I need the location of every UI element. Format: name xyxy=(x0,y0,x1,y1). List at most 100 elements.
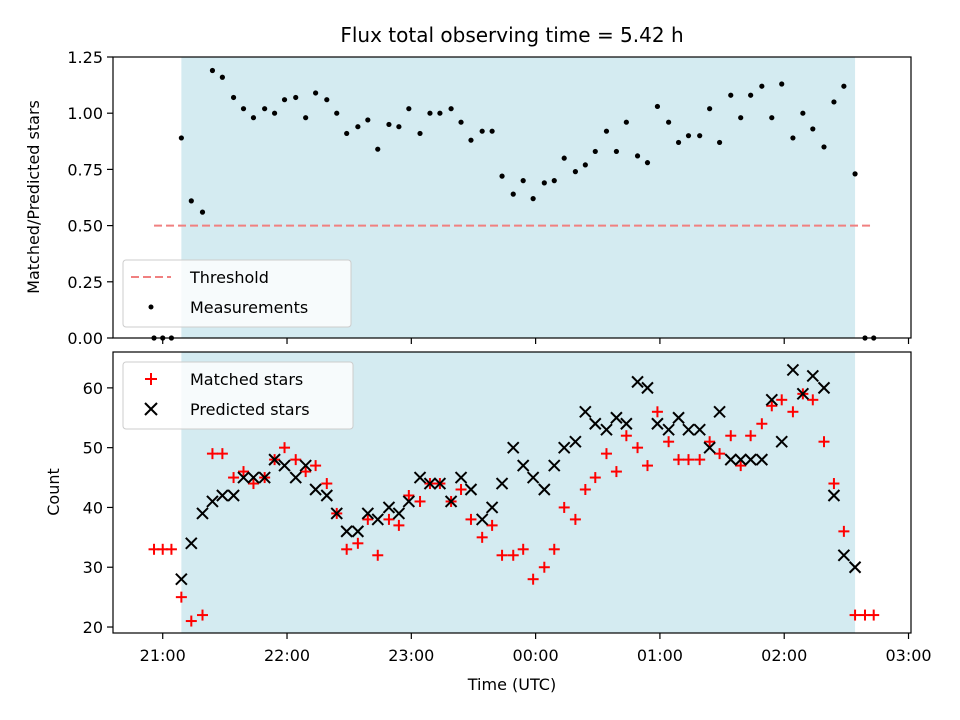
measurement-point xyxy=(355,124,361,130)
legend-matched-swatch xyxy=(145,373,157,385)
measurement-point xyxy=(250,115,257,121)
count-y-tick-label: 50 xyxy=(83,439,103,458)
matched-star-point xyxy=(600,448,612,460)
legend-predicted-label: Predicted stars xyxy=(190,400,310,419)
predicted-star-point xyxy=(641,381,654,395)
matched-star-point xyxy=(393,519,405,531)
matched-star-point xyxy=(476,531,488,543)
legend-measurements-swatch xyxy=(148,304,154,310)
predicted-star-point xyxy=(216,489,229,502)
matched-star-point xyxy=(673,454,685,466)
measurement-point xyxy=(769,115,775,121)
matched-star-point xyxy=(828,478,840,490)
measurement-point xyxy=(396,124,402,130)
measurement-point xyxy=(738,115,744,121)
predicted-star-point xyxy=(371,513,384,526)
count-panel: 20 30 40 50 60 21:00 22:00 23:00 00:00 01:00 02:0… xyxy=(44,351,932,694)
matched-star-point xyxy=(641,460,653,472)
ratio-y-tick-label: 1.00 xyxy=(67,104,103,123)
measurement-point xyxy=(748,92,754,98)
measurement-point xyxy=(293,94,299,101)
measurement-point xyxy=(779,81,785,87)
measurement-point xyxy=(759,83,765,89)
predicted-star-point xyxy=(569,435,582,448)
matched-star-point xyxy=(849,609,861,621)
measurement-point xyxy=(852,171,858,177)
matched-star-point xyxy=(496,549,508,561)
measurement-point xyxy=(821,144,827,150)
chart-title: Flux total observing time = 5.42 h xyxy=(340,23,683,47)
measurement-point xyxy=(375,146,381,152)
matched-star-point xyxy=(714,448,726,460)
measurement-point xyxy=(603,128,610,134)
measurement-point xyxy=(324,97,330,103)
matched-star-point xyxy=(632,442,644,454)
measurement-point xyxy=(728,92,734,98)
x-tick-label: 00:00 xyxy=(513,646,559,665)
count-y-axis-label: Count xyxy=(44,468,63,516)
matched-star-point xyxy=(352,537,364,549)
x-tick-label: 03:00 xyxy=(885,646,931,665)
legend-matched-label: Matched stars xyxy=(190,370,303,389)
predicted-star-point xyxy=(796,387,810,401)
count-y-tick-label: 30 xyxy=(83,558,103,577)
predicted-star-point xyxy=(278,459,291,472)
measurement-point xyxy=(572,169,578,175)
measurement-point xyxy=(790,135,796,141)
measurement-point xyxy=(178,135,184,141)
predicted-star-point xyxy=(786,363,800,377)
predicted-star-point xyxy=(703,441,716,454)
predicted-star-point xyxy=(320,489,334,502)
measurement-point xyxy=(458,119,464,125)
predicted-star-point xyxy=(330,507,343,520)
predicted-star-point xyxy=(589,417,602,430)
measurement-point xyxy=(551,178,557,184)
measurement-point xyxy=(499,173,505,179)
matched-star-point xyxy=(807,394,819,406)
predicted-star-point xyxy=(817,381,831,395)
predicted-star-point xyxy=(548,459,561,472)
matched-star-point xyxy=(228,472,240,484)
x-tick-label: 01:00 xyxy=(637,646,683,665)
measurement-point xyxy=(654,103,661,110)
predicted-star-point xyxy=(247,471,260,484)
ratio-y-tick-label: 0.00 xyxy=(67,329,103,348)
predicted-star-point xyxy=(392,507,406,520)
count-panel-frame xyxy=(112,351,912,634)
matched-star-point xyxy=(206,448,218,460)
measurement-point xyxy=(417,130,423,137)
matched-star-point xyxy=(216,448,228,460)
measurement-point xyxy=(541,180,547,186)
predicted-star-point xyxy=(237,471,250,484)
measurement-point xyxy=(831,99,837,105)
measurement-point xyxy=(707,106,713,112)
ratio-panel-frame xyxy=(112,56,912,339)
predicted-star-point xyxy=(516,459,530,472)
measurement-point xyxy=(240,106,247,112)
measurement-point xyxy=(697,133,703,139)
ratio-y-tick-label: 0.75 xyxy=(67,160,103,179)
matched-star-point xyxy=(517,543,529,555)
matched-star-point xyxy=(527,573,539,585)
predicted-star-point xyxy=(806,369,820,383)
legend-threshold-label: Threshold xyxy=(189,268,269,287)
matched-star-point xyxy=(310,460,322,472)
matched-star-point xyxy=(620,430,632,442)
predicted-star-point xyxy=(713,405,726,418)
predicted-star-point xyxy=(610,411,623,424)
measurement-point xyxy=(303,115,309,121)
predicted-star-point xyxy=(485,501,499,514)
matched-star-point xyxy=(321,478,333,490)
predicted-star-point xyxy=(444,495,458,508)
matched-star-point xyxy=(486,519,498,531)
matched-star-point xyxy=(756,418,768,430)
ratio-y-tick-label: 0.50 xyxy=(67,217,103,236)
matched-star-point xyxy=(579,484,591,496)
predicted-star-point xyxy=(268,453,281,466)
measurement-point xyxy=(271,110,278,116)
measurement-point xyxy=(530,196,536,202)
predicted-star-point xyxy=(495,477,509,490)
x-tick-label: 02:00 xyxy=(761,646,807,665)
predicted-star-point xyxy=(227,489,240,502)
count-y-tick-label: 60 xyxy=(83,379,103,398)
